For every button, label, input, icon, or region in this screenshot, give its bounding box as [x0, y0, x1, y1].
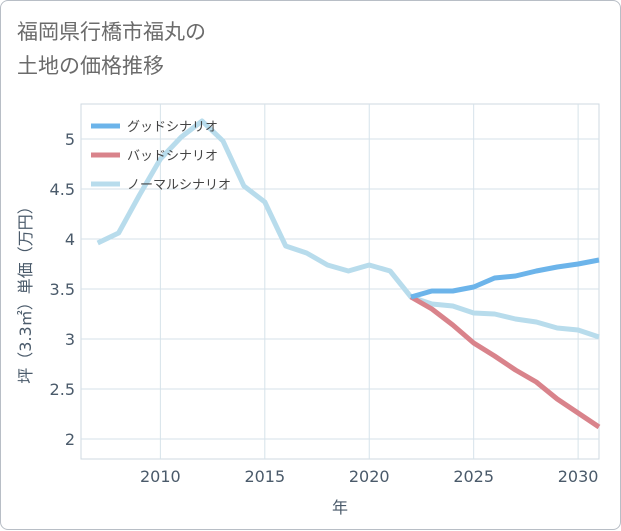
plot-area-border	[80, 103, 600, 460]
grid-lines	[81, 104, 599, 459]
x-tick-label: 2025	[453, 467, 494, 486]
series-line-good	[410, 257, 600, 300]
x-tick-label: 2010	[140, 467, 181, 486]
series-line-normal	[96, 118, 600, 340]
legend-label-good: グッドシナリオ	[127, 120, 218, 135]
y-tick-label: 3.5	[50, 280, 75, 299]
chart-title: 福岡県行橋市福丸の 土地の価格推移	[17, 15, 577, 83]
axis-ticks: 2010 2015 2020 2025 2030 2 2.5 3 3.5 4 4.5 5	[50, 130, 599, 486]
chart-title-line-2: 土地の価格推移	[17, 54, 164, 78]
chart-title-line-1: 福岡県行橋市福丸の	[17, 20, 206, 44]
y-tick-label: 3	[65, 330, 75, 349]
y-tick-label: 5	[65, 130, 75, 149]
x-tick-label: 2020	[349, 467, 390, 486]
y-tick-label: 2.5	[50, 380, 75, 399]
legend-label-normal: ノーマルシナリオ	[127, 178, 231, 193]
x-tick-label: 2030	[558, 467, 599, 486]
series-line-bad	[409, 294, 601, 430]
x-axis-label: 年	[332, 498, 348, 517]
legend-label-bad: バッドシナリオ	[127, 149, 218, 164]
y-tick-label: 2	[65, 430, 75, 449]
y-tick-label: 4.5	[50, 180, 75, 199]
x-tick-label: 2015	[244, 467, 285, 486]
y-tick-label: 4	[65, 230, 75, 249]
y-axis-label: 坪（3.3㎡）単価（万円）	[16, 198, 35, 383]
series-lines	[96, 118, 601, 430]
